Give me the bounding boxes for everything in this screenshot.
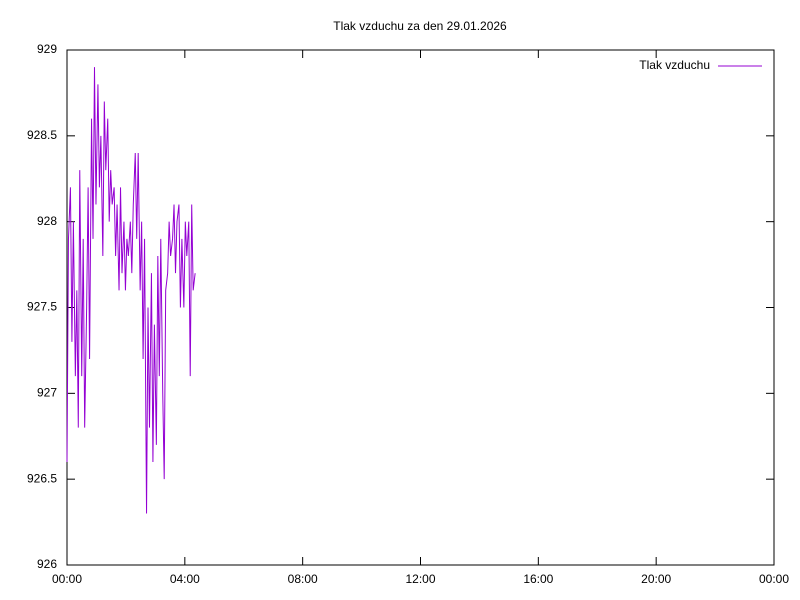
y-tick-label: 929 — [37, 42, 57, 56]
x-tick-label: 20:00 — [641, 572, 671, 586]
legend-label: Tlak vzduchu — [639, 58, 710, 72]
x-tick-label: 12:00 — [405, 572, 435, 586]
chart-title: Tlak vzduchu za den 29.01.2026 — [333, 19, 507, 33]
y-tick-label: 928 — [37, 214, 57, 228]
x-tick-label: 08:00 — [288, 572, 318, 586]
x-tick-label: 00:00 — [759, 572, 789, 586]
y-tick-label: 928.5 — [27, 128, 57, 142]
x-tick-label: 04:00 — [170, 572, 200, 586]
x-tick-label: 00:00 — [52, 572, 82, 586]
y-tick-label: 926.5 — [27, 471, 57, 485]
y-tick-label: 927 — [37, 386, 57, 400]
y-tick-label: 927.5 — [27, 300, 57, 314]
y-tick-label: 926 — [37, 557, 57, 571]
data-line — [66, 67, 196, 514]
x-tick-label: 16:00 — [523, 572, 553, 586]
